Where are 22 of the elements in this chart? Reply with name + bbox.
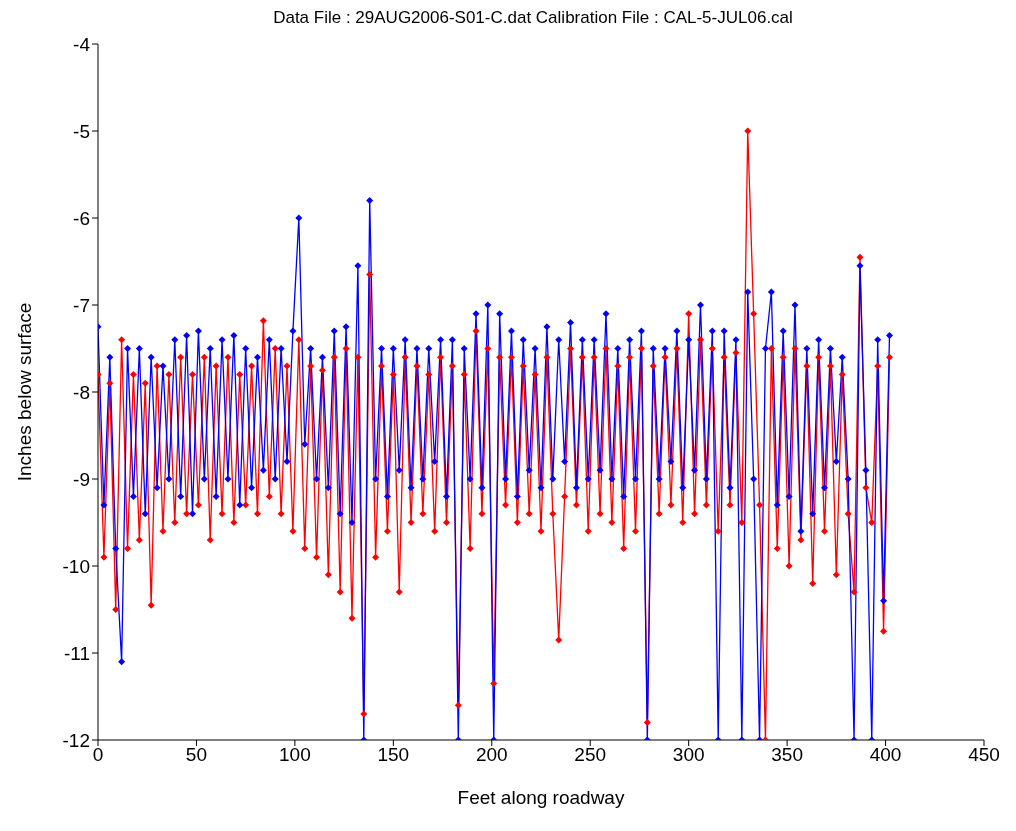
y-axis-title: Inches below surface (13, 302, 35, 482)
y-tick-label: -4 (73, 33, 91, 55)
y-tick-label: -12 (62, 729, 90, 751)
x-tick-label: 50 (185, 744, 208, 766)
y-tick-label: -11 (63, 642, 90, 664)
y-tick-label: -9 (73, 468, 90, 490)
chart-title: Data File : 29AUG2006-S01-C.dat Calibration File : CAL-5-JUL06.cal (272, 8, 794, 29)
x-tick-label: 350 (771, 744, 803, 766)
x-tick-label: 200 (475, 744, 508, 766)
y-tick-label: -7 (73, 294, 90, 316)
x-tick-label: 150 (377, 744, 410, 766)
y-tick-label: -10 (62, 555, 90, 577)
x-tick-label: 100 (279, 744, 311, 766)
x-tick-label: 400 (869, 744, 902, 766)
x-tick-label: 250 (574, 744, 607, 766)
x-axis-title: Feet along roadway (457, 787, 625, 808)
y-tick-label: -6 (73, 207, 90, 229)
y-tick-label: -5 (73, 120, 90, 142)
x-tick-label: 0 (92, 744, 104, 766)
x-tick-label: 300 (672, 744, 705, 766)
y-tick-label: -8 (73, 381, 90, 403)
x-tick-label: 450 (968, 744, 1000, 766)
